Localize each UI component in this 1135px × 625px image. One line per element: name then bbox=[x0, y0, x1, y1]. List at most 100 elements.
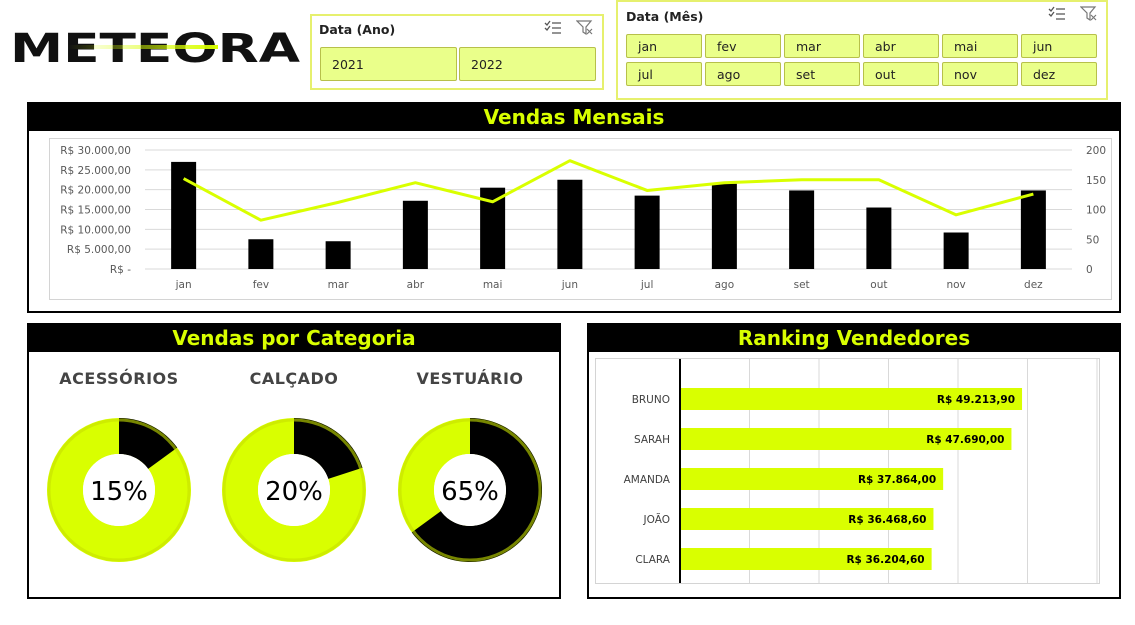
bar bbox=[402, 200, 428, 269]
x-tick-label: nov bbox=[946, 279, 965, 291]
category-label: CALÇADO bbox=[249, 369, 339, 388]
category-title: Vendas por Categoria bbox=[29, 325, 559, 352]
category-label: ACESSÓRIOS bbox=[59, 369, 179, 388]
donut-slice bbox=[119, 418, 178, 469]
donut-outline bbox=[398, 418, 542, 562]
monthly-sales-chart: R$ - R$ 5.000,00 R$ 10.000,00 R$ 15.000,00 R… bbox=[60, 145, 1106, 291]
month-option[interactable]: dez bbox=[1021, 62, 1097, 86]
y2-tick-label: 0 bbox=[1086, 264, 1093, 276]
donut-hole bbox=[83, 454, 155, 526]
bar bbox=[680, 548, 932, 570]
month-option[interactable]: jan bbox=[626, 34, 702, 58]
y2-tick-label: 150 bbox=[1086, 175, 1106, 187]
year-option[interactable]: 2021 bbox=[320, 47, 457, 81]
bar-value-label: R$ 37.864,00 bbox=[858, 474, 936, 486]
bar bbox=[680, 468, 944, 490]
year-slicer-title: Data (Ano) bbox=[319, 22, 396, 37]
x-tick-label: fev bbox=[253, 279, 269, 291]
y2-tick-label: 100 bbox=[1086, 205, 1106, 217]
bar bbox=[680, 428, 1012, 450]
x-tick-label: mai bbox=[483, 279, 503, 291]
ranking-bar-chart: R$ 49.213,90 BRUNO R$ 47.690,00 SARAH R$ 37.… bbox=[624, 359, 1098, 583]
month-option[interactable]: jul bbox=[626, 62, 702, 86]
donut-percent: 20% bbox=[265, 477, 323, 507]
month-option[interactable]: nov bbox=[942, 62, 1018, 86]
donut-slice bbox=[411, 418, 542, 562]
category-label: CLARA bbox=[635, 554, 670, 566]
monthly-sales-panel: Vendas Mensais R$ - R$ 5.000,00 R$ 10.000,… bbox=[27, 102, 1121, 313]
y-tick-label: R$ 5.000,00 bbox=[67, 244, 131, 256]
month-slicer: Data (Mês) jan fev mar abr mai jun jul a… bbox=[616, 0, 1108, 100]
x-tick-label: jul bbox=[640, 279, 654, 291]
month-option[interactable]: jun bbox=[1021, 34, 1097, 58]
x-tick-label: set bbox=[794, 279, 810, 291]
bar bbox=[866, 207, 892, 269]
category-label: AMANDA bbox=[624, 474, 671, 486]
bar bbox=[943, 232, 969, 269]
month-option[interactable]: mai bbox=[942, 34, 1018, 58]
month-option[interactable]: out bbox=[863, 62, 939, 86]
category-label: SARAH bbox=[634, 434, 670, 446]
y-tick-label: R$ 10.000,00 bbox=[60, 224, 131, 236]
month-option[interactable]: ago bbox=[705, 62, 781, 86]
category-label: VESTUÁRIO bbox=[416, 369, 524, 388]
bar bbox=[680, 508, 934, 530]
bar-value-label: R$ 36.204,60 bbox=[846, 554, 924, 566]
donut-outline bbox=[47, 418, 191, 562]
donut-hole bbox=[258, 454, 330, 526]
month-option[interactable]: abr bbox=[863, 34, 939, 58]
bar bbox=[711, 183, 737, 269]
donut-slice bbox=[294, 418, 363, 479]
bar-value-label: R$ 36.468,60 bbox=[848, 514, 926, 526]
x-tick-label: dez bbox=[1024, 279, 1043, 291]
bar bbox=[1020, 190, 1046, 269]
bar bbox=[789, 190, 815, 269]
category-donut-chart: 15% 20% 65% bbox=[47, 418, 542, 562]
bar bbox=[171, 161, 197, 269]
y-tick-label: R$ - bbox=[110, 264, 131, 276]
clear-filter-icon[interactable] bbox=[576, 20, 594, 36]
bar-value-label: R$ 47.690,00 bbox=[926, 434, 1004, 446]
category-label: BRUNO bbox=[632, 394, 670, 406]
x-tick-label: abr bbox=[407, 279, 425, 291]
month-option[interactable]: fev bbox=[705, 34, 781, 58]
x-tick-label: ago bbox=[715, 279, 735, 291]
multi-select-icon[interactable] bbox=[1048, 6, 1066, 22]
ranking-panel: Ranking Vendedores R$ 49.213,90 BRUNO R$ 4… bbox=[587, 323, 1121, 599]
year-slicer: Data (Ano) 2021 2022 bbox=[310, 14, 604, 90]
y-tick-label: R$ 30.000,00 bbox=[60, 145, 131, 157]
donut-hole bbox=[434, 454, 506, 526]
clear-filter-icon[interactable] bbox=[1080, 6, 1098, 22]
meteora-logo: METEORA bbox=[10, 28, 300, 68]
ranking-title: Ranking Vendedores bbox=[589, 325, 1119, 352]
series-line bbox=[182, 159, 1034, 222]
y2-tick-label: 200 bbox=[1086, 145, 1106, 157]
monthly-chart-area: R$ - R$ 5.000,00 R$ 10.000,00 R$ 15.000,00 R… bbox=[49, 138, 1112, 300]
bar bbox=[248, 239, 274, 269]
y2-tick-label: 50 bbox=[1086, 234, 1099, 246]
monthly-sales-title: Vendas Mensais bbox=[29, 104, 1119, 131]
donut-outline bbox=[222, 418, 366, 562]
month-option[interactable]: set bbox=[784, 62, 860, 86]
month-option[interactable]: mar bbox=[784, 34, 860, 58]
bar bbox=[680, 388, 1023, 410]
y-tick-label: R$ 20.000,00 bbox=[60, 185, 131, 197]
category-panel: Vendas por Categoria ACESSÓRIOS CALÇADO … bbox=[27, 323, 561, 599]
multi-select-icon[interactable] bbox=[544, 20, 562, 36]
y-tick-label: R$ 25.000,00 bbox=[60, 165, 131, 177]
bar bbox=[634, 195, 660, 269]
bar bbox=[325, 241, 351, 269]
bar bbox=[557, 179, 583, 269]
x-tick-label: jun bbox=[561, 279, 578, 291]
y-tick-label: R$ 15.000,00 bbox=[60, 205, 131, 217]
year-option[interactable]: 2022 bbox=[459, 47, 596, 81]
donut-percent: 65% bbox=[441, 477, 499, 507]
month-slicer-title: Data (Mês) bbox=[626, 9, 704, 24]
bar-value-label: R$ 49.213,90 bbox=[937, 394, 1015, 406]
donut-percent: 15% bbox=[90, 477, 148, 507]
x-tick-label: out bbox=[870, 279, 887, 291]
x-tick-label: mar bbox=[328, 279, 350, 291]
category-label: JOÃO bbox=[643, 513, 670, 526]
ranking-chart-area: R$ 49.213,90 BRUNO R$ 47.690,00 SARAH R$ 37.… bbox=[595, 358, 1100, 584]
x-tick-label: jan bbox=[175, 279, 192, 291]
